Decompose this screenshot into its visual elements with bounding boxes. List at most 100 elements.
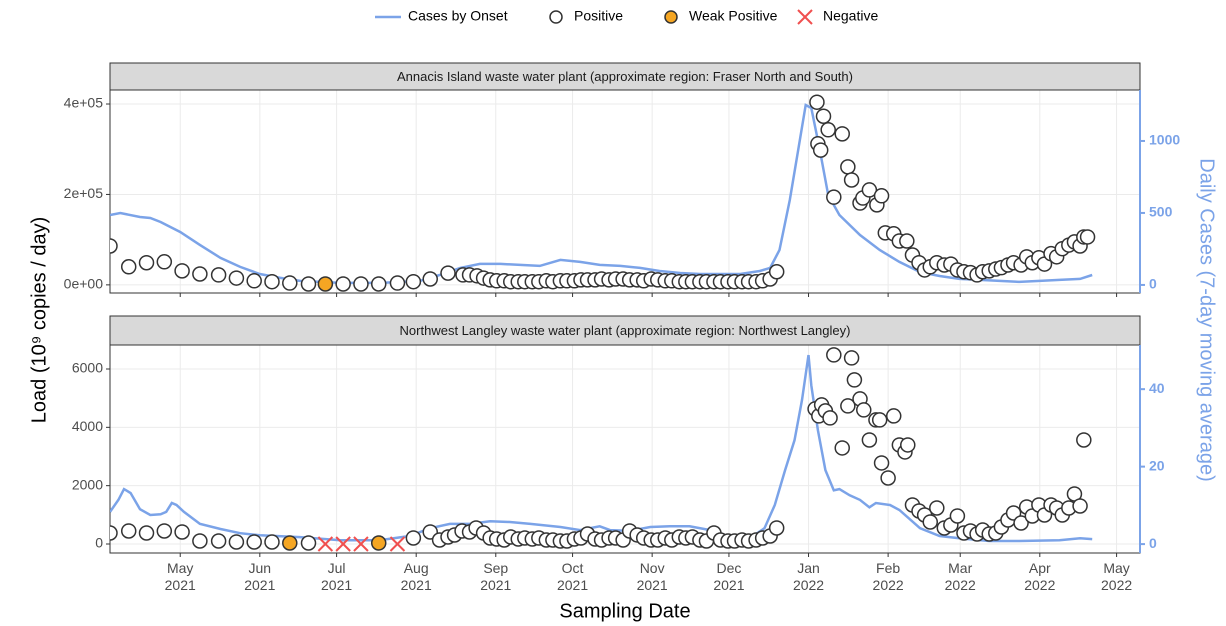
point	[138, 254, 155, 271]
point	[922, 514, 939, 530]
point	[768, 520, 785, 536]
point	[370, 276, 387, 292]
point	[846, 372, 863, 388]
point	[353, 276, 369, 292]
point	[192, 533, 208, 549]
point	[210, 533, 227, 549]
x-tick-label: Nov 2021	[636, 560, 668, 593]
point	[840, 398, 856, 414]
point	[246, 273, 262, 289]
point	[843, 350, 860, 366]
x-tick-label: Oct 2021	[556, 560, 589, 593]
point	[768, 264, 785, 280]
point	[282, 535, 298, 551]
x-tick-label: May 2022	[1101, 560, 1133, 593]
point	[899, 233, 915, 249]
point	[809, 94, 825, 110]
x-tick-label: Sep 2021	[480, 560, 512, 593]
panel-title: Northwest Langley waste water plant (app…	[400, 323, 851, 338]
y2-tick-label: 40	[1149, 380, 1165, 396]
y-tick-label: 6000	[72, 360, 103, 376]
plot-background	[110, 90, 1140, 293]
point	[405, 530, 422, 546]
point	[246, 534, 262, 550]
point	[335, 276, 351, 292]
cases-line	[110, 354, 1093, 543]
point	[840, 159, 856, 175]
x-tick-label: Aug 2021	[400, 560, 432, 593]
point	[110, 238, 118, 254]
point	[120, 259, 137, 275]
legend-marker	[797, 9, 813, 25]
point	[389, 275, 406, 291]
point	[300, 276, 317, 292]
legend-item: Negative	[797, 8, 878, 25]
x-axis-title: Sampling Date	[559, 600, 690, 622]
plot-background	[110, 345, 1140, 553]
y2-tick-label: 0	[1149, 276, 1157, 292]
x-stroke	[317, 536, 334, 552]
point	[949, 508, 966, 524]
y-tick-label: 4e+05	[64, 95, 104, 111]
legend-label: Positive	[574, 8, 623, 24]
point	[873, 188, 890, 204]
point	[1072, 498, 1088, 514]
point	[264, 534, 280, 550]
strip	[109, 62, 1141, 91]
point	[856, 402, 872, 418]
point	[282, 275, 298, 291]
point	[440, 265, 456, 281]
y2-tick-label: 1000	[1149, 132, 1180, 148]
legend-item: Cases by Onset	[375, 8, 508, 24]
point	[900, 437, 916, 453]
x-tick-label: Jan 2022	[792, 560, 825, 593]
point	[834, 126, 850, 142]
point	[228, 270, 245, 286]
negative-point	[353, 536, 369, 552]
point	[156, 523, 173, 539]
point	[370, 535, 387, 551]
x-tick-label: Feb 2022	[872, 560, 904, 593]
point	[1013, 515, 1029, 531]
point	[192, 266, 208, 282]
point	[210, 267, 227, 283]
point	[861, 182, 878, 198]
point	[861, 432, 878, 448]
point	[120, 523, 137, 539]
x-tick-label: Jun 2021	[244, 560, 276, 593]
point	[820, 122, 836, 138]
legend-label: Weak Positive	[689, 8, 778, 24]
x-tick-label: Jul 2021	[321, 560, 353, 593]
point	[834, 440, 850, 456]
point	[422, 271, 438, 287]
point	[174, 263, 190, 279]
y-axis-title: Load (10⁹ copies / day)	[28, 217, 50, 423]
point	[812, 142, 829, 158]
y-tick-label: 2e+05	[64, 185, 104, 201]
point	[174, 524, 190, 540]
x-tick-label: Mar 2022	[944, 560, 976, 593]
panel-title: Annacis Island waste water plant (approx…	[397, 69, 853, 84]
y2-tick-label: 20	[1149, 457, 1165, 473]
panel-marks	[110, 94, 1096, 292]
legend-label: Cases by Onset	[408, 8, 508, 24]
point	[873, 455, 890, 471]
point	[871, 412, 888, 428]
x-tick-label: May 2021	[164, 560, 196, 593]
legend-item: Positive	[549, 8, 623, 24]
point	[822, 410, 838, 426]
point	[1079, 229, 1096, 245]
point	[228, 534, 245, 550]
x-tick-label: Dec 2021	[713, 560, 745, 593]
x-stroke	[389, 536, 406, 552]
y2-tick-label: 0	[1149, 535, 1157, 551]
point	[317, 276, 334, 292]
negative-point	[389, 536, 406, 552]
y2-tick-label: 500	[1149, 204, 1173, 220]
legend-marker	[664, 10, 678, 24]
legend-marker	[549, 10, 563, 24]
point	[264, 273, 280, 290]
point	[1076, 432, 1092, 448]
